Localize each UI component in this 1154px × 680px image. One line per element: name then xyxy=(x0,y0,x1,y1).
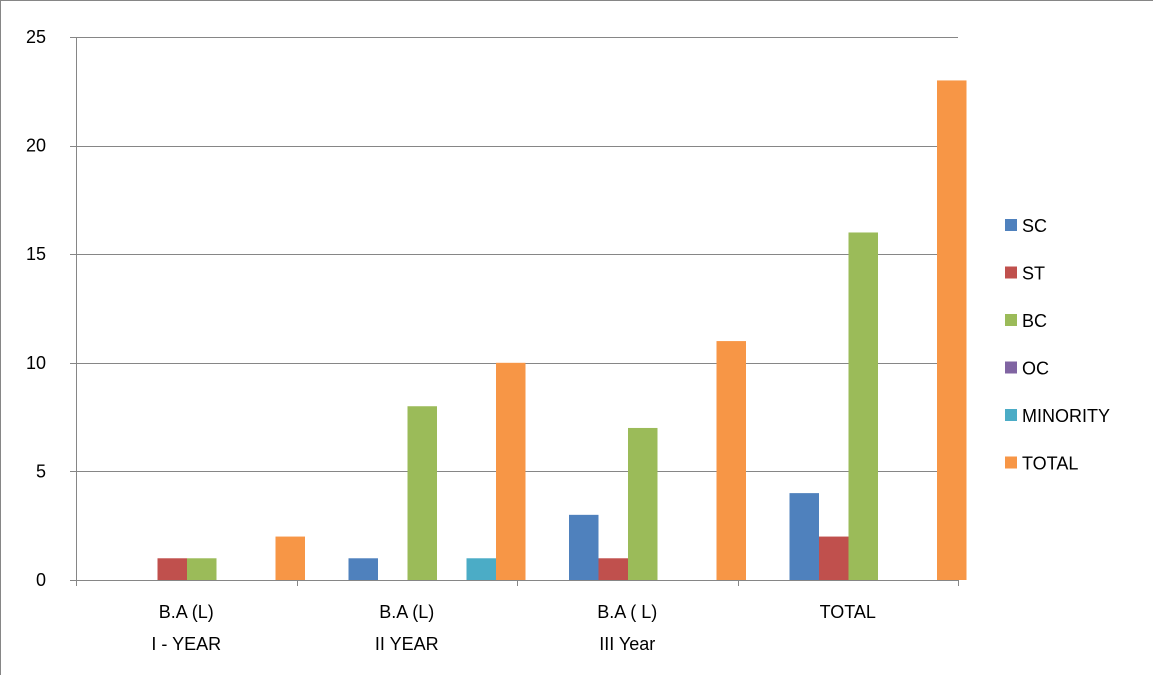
bar-sc-1 xyxy=(348,558,378,580)
y-tick-label: 20 xyxy=(26,136,46,156)
legend-label-st: ST xyxy=(1022,264,1045,284)
y-tick-label: 5 xyxy=(36,461,46,481)
legend-swatch-bc xyxy=(1005,314,1017,326)
bar-total-3 xyxy=(937,80,967,580)
y-tick-label: 10 xyxy=(26,353,46,373)
legend-label-sc: SC xyxy=(1022,216,1047,236)
x-tick-label-line: I - YEAR xyxy=(151,634,221,654)
y-tick-label: 25 xyxy=(26,27,46,47)
y-tick-labels: 0 5 10 15 20 25 xyxy=(26,27,46,590)
x-tick-label-line: B.A ( L) xyxy=(597,602,657,622)
bar-sc-3 xyxy=(789,493,819,580)
bar-st-2 xyxy=(598,558,628,580)
legend-swatch-minority xyxy=(1005,409,1017,421)
legend-swatch-sc xyxy=(1005,219,1017,231)
legend-swatch-oc xyxy=(1005,361,1017,374)
x-tick-label-line: B.A (L) xyxy=(159,602,214,622)
axes xyxy=(70,37,959,586)
x-tick-labels: B.A (L) I - YEAR B.A (L) II YEAR B.A ( L) III… xyxy=(151,602,876,654)
x-tick-label-line: B.A (L) xyxy=(379,602,434,622)
x-tick-label: B.A (L) I - YEAR xyxy=(151,602,221,654)
legend-label-minority: MINORITY xyxy=(1022,406,1110,426)
legend: SC ST BC OC MINORITY TOTAL xyxy=(1005,216,1110,474)
bar-st-3 xyxy=(819,536,849,580)
legend-swatch-st xyxy=(1005,266,1017,279)
x-tick-label-line: III Year xyxy=(599,634,655,654)
bar-total-2 xyxy=(716,341,746,580)
bar-bc-2 xyxy=(628,427,658,580)
bar-total-1 xyxy=(496,362,526,580)
legend-label-total: TOTAL xyxy=(1022,454,1078,474)
bar-bc-0 xyxy=(187,558,217,580)
legend-swatch-total xyxy=(1005,456,1017,469)
legend-label-oc: OC xyxy=(1022,359,1049,379)
x-tick-label: TOTAL xyxy=(820,602,876,622)
y-tick-label: 0 xyxy=(36,570,46,590)
bar-bc-1 xyxy=(407,406,437,580)
bar-bc-3 xyxy=(848,232,878,581)
bar-st-0 xyxy=(157,558,187,580)
x-tick-label-line: II YEAR xyxy=(375,634,439,654)
legend-label-bc: BC xyxy=(1022,311,1047,331)
y-tick-label: 15 xyxy=(26,244,46,264)
bars xyxy=(157,80,967,581)
bar-minority-1 xyxy=(466,558,496,580)
bar-total-0 xyxy=(275,536,305,580)
x-tick-label-line: TOTAL xyxy=(820,602,876,622)
x-tick-label: B.A ( L) III Year xyxy=(597,602,657,654)
x-tick-label: B.A (L) II YEAR xyxy=(375,602,439,654)
bar-sc-2 xyxy=(569,514,599,580)
